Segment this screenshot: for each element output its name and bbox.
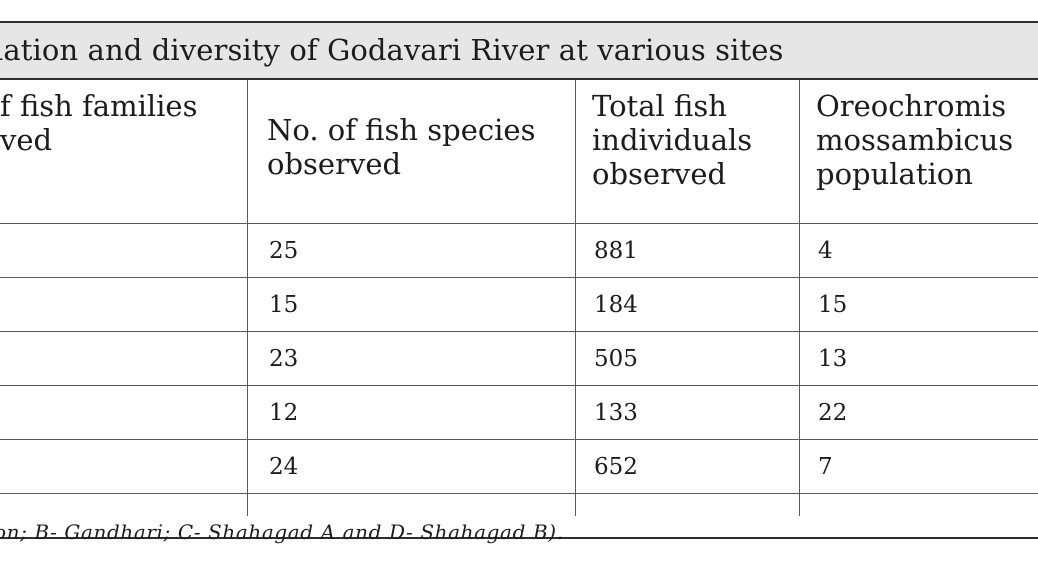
row-divider — [0, 439, 1038, 440]
column-divider — [799, 80, 800, 516]
header-line: ved — [0, 123, 53, 157]
header-line: population — [816, 157, 973, 191]
cell-species: 12 — [269, 400, 299, 426]
header-line: mossambicus — [816, 123, 1014, 157]
cell-individuals: 505 — [594, 346, 638, 372]
header-line: individuals — [592, 123, 753, 157]
header-total-individuals: Total fish individuals observed — [592, 89, 752, 191]
cell-oreochromis: 15 — [818, 292, 848, 318]
cell-oreochromis: 7 — [818, 454, 833, 480]
row-divider — [0, 493, 1038, 494]
table-footnote: on; B- Gandhari; C- Shahagad A and D- Sh… — [0, 520, 564, 544]
cell-species: 25 — [269, 238, 299, 264]
cell-individuals: 881 — [594, 238, 638, 264]
header-fish-species: No. of fish species observed — [267, 113, 535, 181]
header-line: Oreochromis — [816, 89, 1007, 123]
cell-species: 15 — [269, 292, 299, 318]
header-line: f fish families — [0, 89, 198, 123]
header-line: observed — [267, 147, 402, 181]
cell-individuals: 184 — [594, 292, 638, 318]
cell-oreochromis: 4 — [818, 238, 833, 264]
row-divider — [0, 385, 1038, 386]
cell-individuals: 652 — [594, 454, 638, 480]
cell-oreochromis: 22 — [818, 400, 848, 426]
cell-species: 23 — [269, 346, 299, 372]
header-line: Total fish — [592, 89, 727, 123]
header-oreochromis: Oreochromis mossambicus population — [816, 89, 1013, 191]
row-divider — [0, 331, 1038, 332]
cell-species: 24 — [269, 454, 299, 480]
fish-population-table: lation and diversity of Godavari River a… — [0, 21, 1038, 544]
header-fish-families: f fish families ved — [0, 89, 197, 157]
cell-oreochromis: 13 — [818, 346, 848, 372]
header-line: No. of fish species — [267, 113, 536, 147]
row-divider — [0, 223, 1038, 224]
table-caption: lation and diversity of Godavari River a… — [0, 33, 784, 67]
column-divider — [247, 80, 248, 516]
column-divider — [575, 80, 576, 516]
row-divider — [0, 277, 1038, 278]
table-caption-bar: lation and diversity of Godavari River a… — [0, 23, 1038, 80]
cell-individuals: 133 — [594, 400, 638, 426]
header-line: observed — [592, 157, 727, 191]
